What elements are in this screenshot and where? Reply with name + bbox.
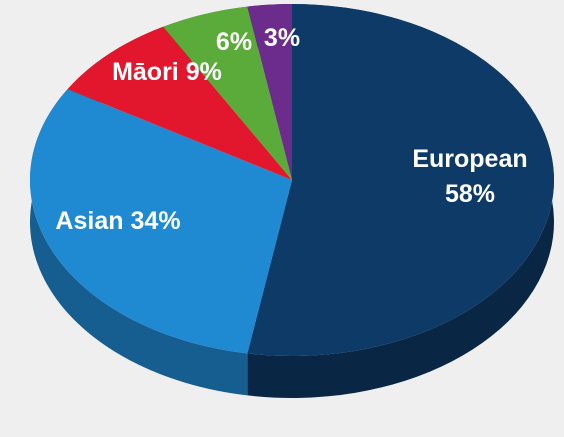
slice xyxy=(67,26,292,181)
value-label: 58% xyxy=(445,180,495,208)
slice xyxy=(163,6,292,180)
category-label: European xyxy=(412,145,527,173)
slice-side xyxy=(29,89,248,396)
slice xyxy=(247,4,554,356)
slice-side xyxy=(247,4,555,398)
data-label: Asian 34% xyxy=(55,207,180,235)
value-label: 6% xyxy=(216,28,252,56)
data-label: European 58% xyxy=(412,145,527,208)
value-label: 9% xyxy=(186,58,222,86)
data-label: Māori 9% xyxy=(112,58,222,86)
value-label: 3% xyxy=(264,24,300,52)
slice xyxy=(247,4,292,180)
slice xyxy=(29,89,293,354)
data-label: 3% xyxy=(264,24,300,52)
data-label: 6% xyxy=(216,28,252,56)
category-label: Māori xyxy=(112,58,179,86)
category-label: Asian xyxy=(55,207,123,235)
value-label: 34% xyxy=(131,207,181,235)
